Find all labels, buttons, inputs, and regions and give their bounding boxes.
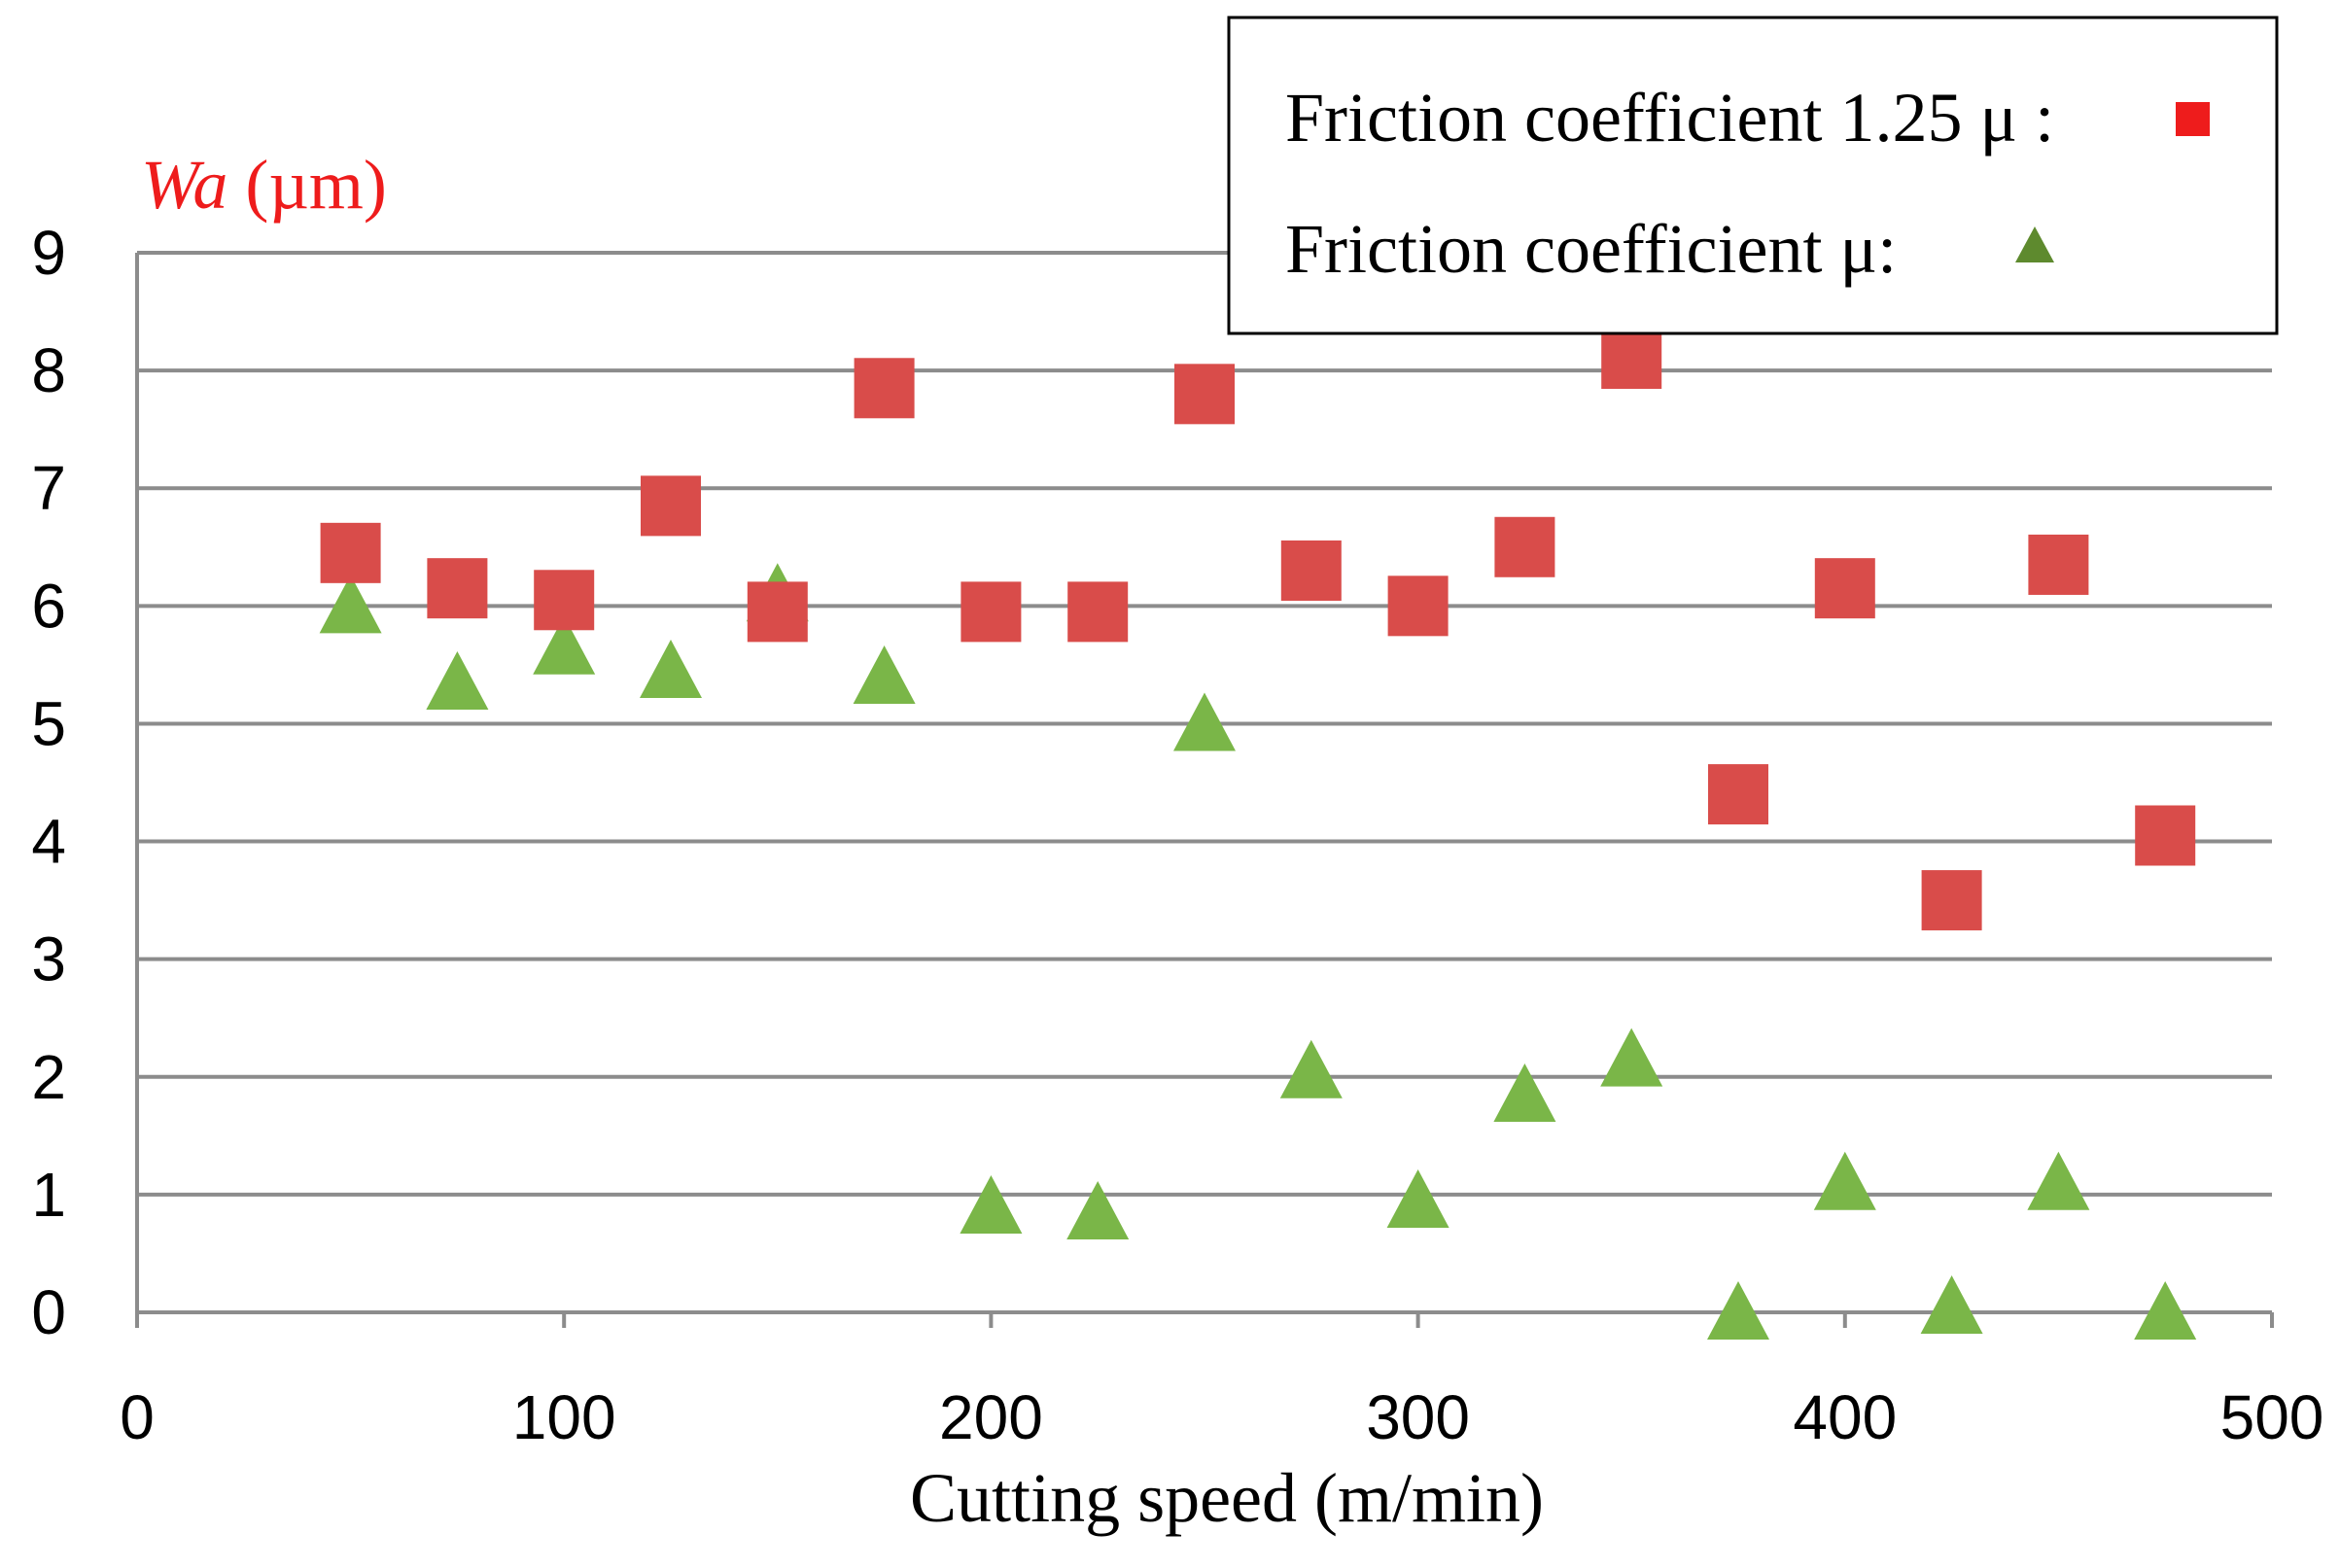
y-tick-label: 7 [31, 453, 66, 523]
x-tick-label: 0 [120, 1382, 155, 1452]
y-tick-label: 6 [31, 571, 66, 641]
point-triangle [640, 639, 702, 698]
point-square [960, 581, 1022, 643]
legend-square-marker [2176, 102, 2210, 136]
y-axis-title-symbol: Wa [141, 146, 227, 224]
y-axis-title: Wa (µm) [141, 146, 387, 224]
point-triangle [426, 651, 489, 711]
point-triangle [319, 575, 382, 634]
y-axis-title-unit: (µm) [227, 146, 386, 224]
y-tick-label: 0 [31, 1277, 66, 1347]
y-tick-label: 2 [31, 1042, 66, 1112]
point-square [1280, 540, 1342, 601]
point-square [534, 570, 595, 631]
y-tick-label: 4 [31, 807, 66, 877]
point-square [2135, 805, 2196, 866]
data-points [319, 329, 2197, 1340]
axes [135, 253, 2274, 1328]
legend-triangle-marker [2015, 226, 2054, 262]
point-triangle [1066, 1181, 1130, 1240]
point-square [1921, 870, 1982, 931]
point-triangle [533, 615, 596, 675]
point-square [427, 558, 488, 619]
point-triangle [1813, 1151, 1876, 1210]
point-square [747, 581, 808, 643]
point-triangle [1386, 1168, 1449, 1228]
point-square [1814, 558, 1875, 619]
point-square [1601, 329, 1662, 389]
x-axis-title: Cutting speed (m/min) [910, 1459, 1544, 1537]
point-triangle [2134, 1281, 2197, 1340]
legend: Friction coefficient 1.25 μ : Friction c… [1227, 16, 2279, 335]
x-tick-label: 400 [1793, 1382, 1897, 1452]
y-tick-label: 8 [31, 335, 66, 405]
point-triangle [1920, 1274, 1983, 1334]
y-tick-label: 9 [31, 218, 66, 288]
point-square [641, 475, 701, 537]
y-tick-label: 5 [31, 688, 66, 758]
legend-label-friction-mu: Friction coefficient μ: [1285, 210, 1897, 288]
tick-labels: 0 1 2 3 4 5 6 7 8 9 0 100 200 300 400 500 [31, 218, 2323, 1452]
point-triangle [2027, 1151, 2090, 1210]
point-triangle [1600, 1028, 1663, 1087]
point-triangle [960, 1175, 1023, 1234]
legend-box [1227, 16, 2279, 335]
y-tick-label: 1 [31, 1160, 66, 1230]
point-triangle [853, 645, 916, 704]
point-square [2028, 534, 2089, 595]
y-tick-label: 3 [31, 924, 66, 994]
point-square [1494, 516, 1555, 577]
point-triangle [1173, 692, 1236, 751]
point-square [854, 358, 915, 419]
x-tick-label: 200 [939, 1382, 1043, 1452]
x-tick-label: 300 [1366, 1382, 1470, 1452]
point-triangle [1707, 1281, 1769, 1340]
x-tick-label: 100 [512, 1382, 616, 1452]
point-square [1708, 764, 1768, 825]
legend-label-friction-125: Friction coefficient 1.25 μ : [1285, 79, 2054, 157]
point-square [1174, 364, 1235, 425]
point-triangle [1493, 1063, 1556, 1122]
point-square [320, 522, 381, 583]
point-square [1067, 581, 1129, 643]
x-tick-label: 500 [2220, 1382, 2324, 1452]
point-triangle [1279, 1039, 1343, 1098]
point-square [1387, 575, 1449, 637]
